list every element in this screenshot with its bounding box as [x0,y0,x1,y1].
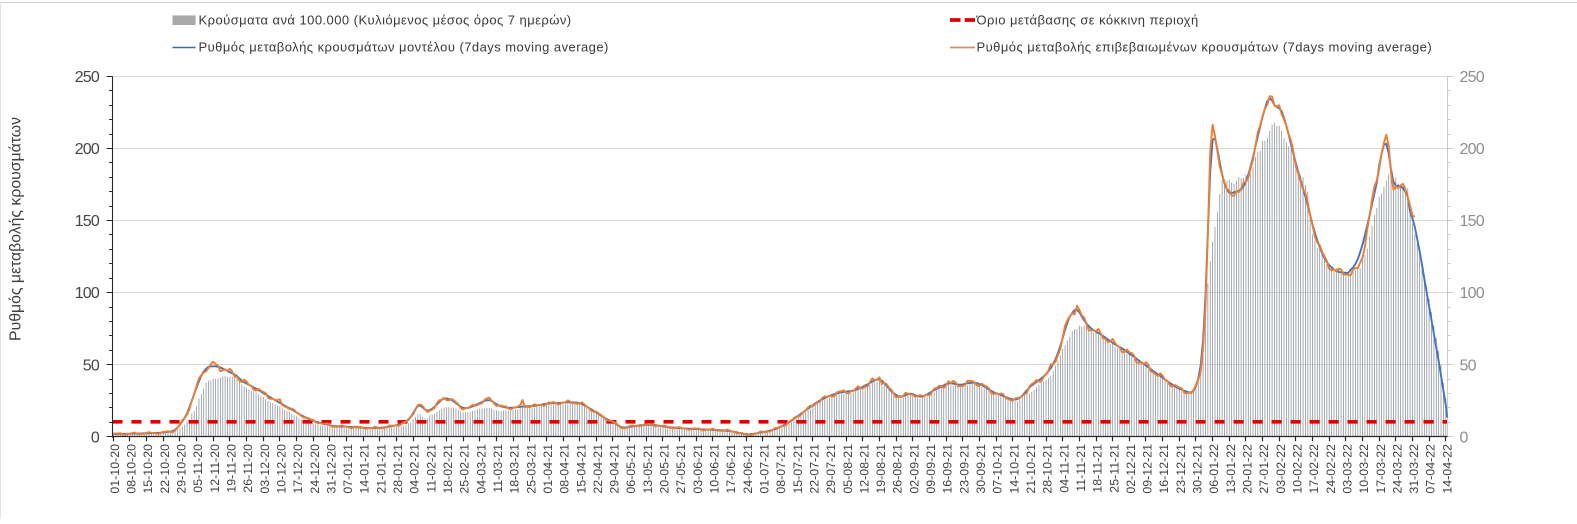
svg-text:250: 250 [75,69,100,86]
svg-text:15-07-21: 15-07-21 [791,444,805,494]
svg-text:06-05-21: 06-05-21 [624,444,638,494]
svg-text:17-12-20: 17-12-20 [291,444,305,494]
svg-text:20-01-22: 20-01-22 [1241,444,1255,494]
svg-text:150: 150 [1460,213,1485,230]
svg-text:100: 100 [1460,285,1485,302]
svg-text:02-12-21: 02-12-21 [1124,444,1138,494]
svg-text:30-09-21: 30-09-21 [974,444,988,494]
svg-text:08-07-21: 08-07-21 [774,444,788,494]
svg-text:16-12-21: 16-12-21 [1157,444,1171,494]
svg-text:24-06-21: 24-06-21 [741,444,755,494]
svg-text:09-12-21: 09-12-21 [1141,444,1155,494]
svg-text:13-01-22: 13-01-22 [1224,444,1238,494]
svg-text:11-03-21: 11-03-21 [491,444,505,493]
svg-text:Όριο μετάβασης σε κόκκινη περι: Όριο μετάβασης σε κόκκινη περιοχή [976,13,1199,28]
svg-text:24-03-22: 24-03-22 [1390,444,1404,494]
svg-text:15-10-20: 15-10-20 [141,444,155,494]
svg-text:26-11-20: 26-11-20 [241,444,255,493]
svg-text:18-02-21: 18-02-21 [441,444,455,494]
svg-text:31-12-20: 31-12-20 [324,444,338,494]
svg-text:19-08-21: 19-08-21 [874,444,888,494]
svg-text:23-09-21: 23-09-21 [957,444,971,494]
svg-text:50: 50 [1460,357,1477,374]
svg-text:03-06-21: 03-06-21 [691,444,705,494]
svg-text:10-02-22: 10-02-22 [1290,444,1304,494]
svg-text:Κρούσματα ανά 100.000 (Κυλιόμε: Κρούσματα ανά 100.000 (Κυλιόμενος μέσος … [199,13,572,28]
svg-text:25-11-21: 25-11-21 [1107,444,1121,493]
svg-text:200: 200 [1460,141,1485,158]
svg-text:01-07-21: 01-07-21 [757,444,771,494]
svg-text:25-02-21: 25-02-21 [458,444,472,494]
svg-text:24-02-22: 24-02-22 [1324,444,1338,494]
svg-text:03-12-20: 03-12-20 [258,444,272,494]
svg-text:17-02-22: 17-02-22 [1307,444,1321,494]
svg-text:16-09-21: 16-09-21 [941,444,955,494]
svg-text:07-04-22: 07-04-22 [1424,444,1438,494]
svg-text:0: 0 [91,429,100,446]
svg-text:22-04-21: 22-04-21 [591,444,605,494]
svg-text:29-04-21: 29-04-21 [608,444,622,494]
svg-text:29-10-20: 29-10-20 [175,444,189,494]
svg-text:19-11-20: 19-11-20 [224,444,238,493]
svg-text:17-03-22: 17-03-22 [1374,444,1388,494]
svg-text:12-08-21: 12-08-21 [857,444,871,494]
svg-text:20-05-21: 20-05-21 [658,444,672,494]
svg-text:08-04-21: 08-04-21 [558,444,572,494]
svg-text:14-10-21: 14-10-21 [1007,444,1021,494]
svg-text:15-04-21: 15-04-21 [574,444,588,494]
svg-text:06-01-22: 06-01-22 [1207,444,1221,494]
svg-text:10-06-21: 10-06-21 [708,444,722,494]
svg-text:04-02-21: 04-02-21 [408,444,422,494]
svg-text:11-11-21: 11-11-21 [1074,444,1088,492]
svg-text:150: 150 [75,213,100,230]
svg-text:Ρυθμός μεταβολής κρουσμάτων μο: Ρυθμός μεταβολής κρουσμάτων μοντέλου (7d… [199,40,609,55]
svg-text:22-10-20: 22-10-20 [158,444,172,494]
svg-text:30-12-21: 30-12-21 [1191,444,1205,494]
svg-text:02-09-21: 02-09-21 [907,444,921,494]
svg-text:18-03-21: 18-03-21 [508,444,522,494]
svg-text:200: 200 [75,141,100,158]
svg-text:07-01-21: 07-01-21 [341,444,355,494]
svg-text:03-02-22: 03-02-22 [1274,444,1288,494]
svg-text:14-04-22: 14-04-22 [1440,444,1454,494]
svg-text:07-10-21: 07-10-21 [991,444,1005,494]
svg-text:22-07-21: 22-07-21 [807,444,821,494]
svg-text:27-05-21: 27-05-21 [674,444,688,494]
svg-text:21-01-21: 21-01-21 [374,444,388,494]
svg-text:08-10-20: 08-10-20 [125,444,139,494]
svg-text:24-12-20: 24-12-20 [308,444,322,494]
svg-text:21-10-21: 21-10-21 [1024,444,1038,494]
svg-text:12-11-20: 12-11-20 [208,444,222,493]
svg-text:04-03-21: 04-03-21 [474,444,488,494]
svg-text:09-09-21: 09-09-21 [924,444,938,494]
svg-text:05-08-21: 05-08-21 [841,444,855,494]
svg-text:31-03-22: 31-03-22 [1407,444,1421,494]
svg-text:10-12-20: 10-12-20 [274,444,288,494]
svg-text:04-11-21: 04-11-21 [1057,444,1071,493]
svg-text:23-12-21: 23-12-21 [1174,444,1188,494]
svg-text:01-10-20: 01-10-20 [108,444,122,494]
svg-text:03-03-22: 03-03-22 [1340,444,1354,494]
svg-text:27-01-22: 27-01-22 [1257,444,1271,494]
svg-text:Ρυθμός μεταβολής επιβεβαιωμένω: Ρυθμός μεταβολής επιβεβαιωμένων κρουσμάτ… [977,40,1433,55]
svg-text:100: 100 [75,285,100,302]
svg-text:28-01-21: 28-01-21 [391,444,405,494]
svg-text:18-11-21: 18-11-21 [1091,444,1105,493]
svg-text:0: 0 [1460,429,1469,446]
svg-text:01-04-21: 01-04-21 [541,444,555,494]
svg-text:26-08-21: 26-08-21 [891,444,905,494]
svg-text:17-06-21: 17-06-21 [724,444,738,494]
svg-text:13-05-21: 13-05-21 [641,444,655,494]
svg-text:14-01-21: 14-01-21 [358,444,372,494]
svg-text:10-03-22: 10-03-22 [1357,444,1371,494]
svg-text:05-11-20: 05-11-20 [191,444,205,493]
svg-text:250: 250 [1460,69,1485,86]
svg-text:29-07-21: 29-07-21 [824,444,838,494]
svg-text:Ρυθμός μεταβολής κρουσμάτων: Ρυθμός μεταβολής κρουσμάτων [8,117,25,341]
svg-text:28-10-21: 28-10-21 [1041,444,1055,494]
svg-text:50: 50 [83,357,100,374]
svg-text:25-03-21: 25-03-21 [524,444,538,494]
svg-text:11-02-21: 11-02-21 [424,444,438,493]
